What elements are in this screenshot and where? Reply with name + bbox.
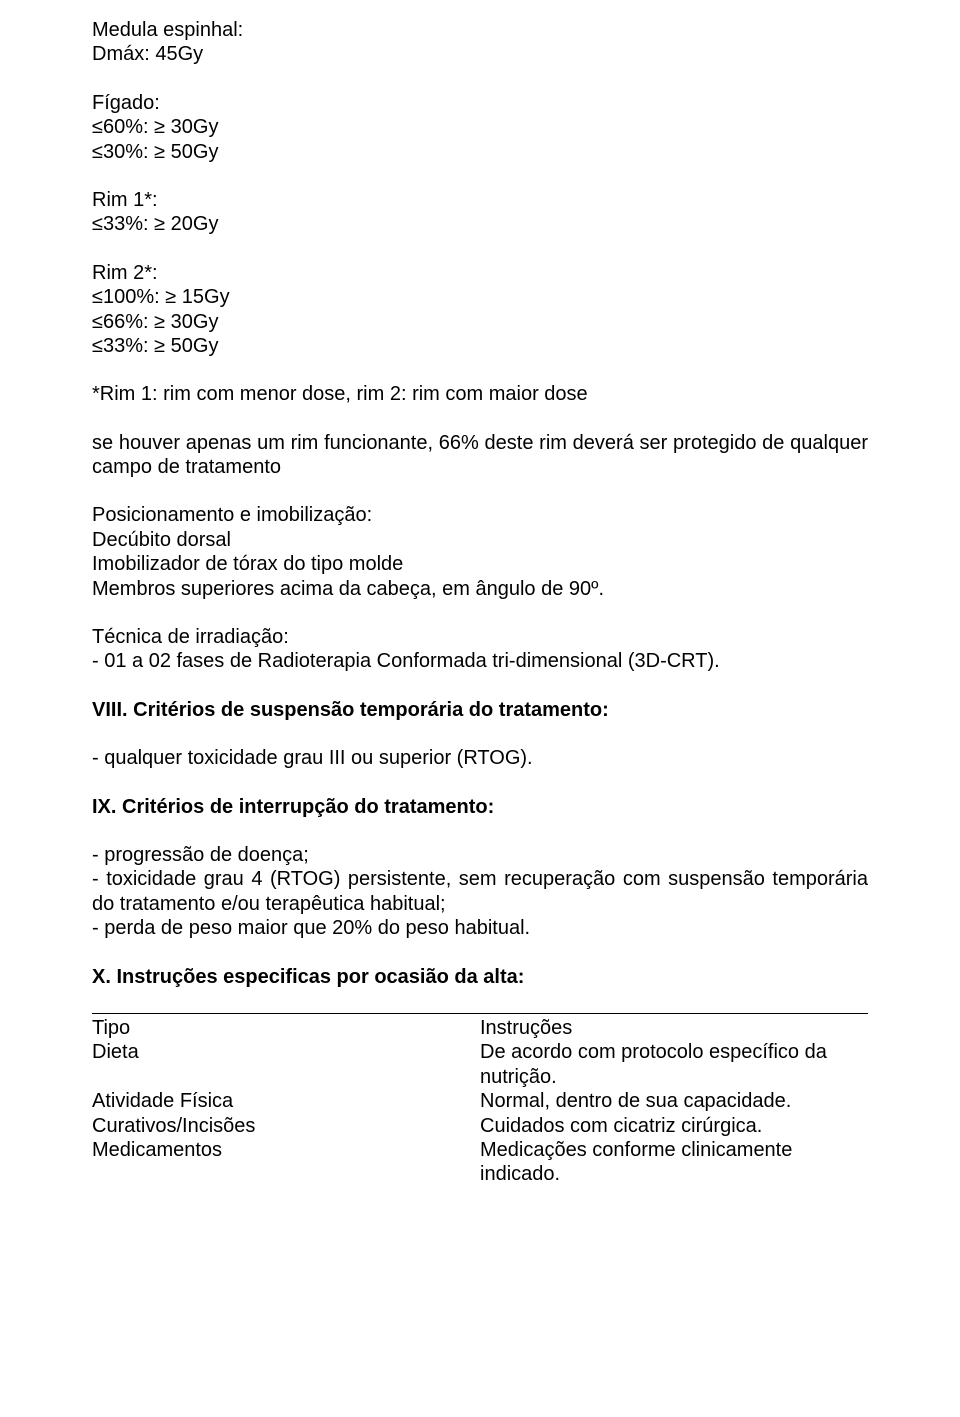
table-top-rule	[92, 1013, 868, 1014]
rim2-title: Rim 2*:	[92, 261, 868, 285]
rim-note: *Rim 1: rim com menor dose, rim 2: rim c…	[92, 382, 868, 406]
rim2-line3: ≤33%: ≥ 50Gy	[92, 334, 868, 358]
sec9-body: - progressão de doença; - toxicidade gra…	[92, 843, 868, 941]
table-header-tipo: Tipo	[92, 1016, 480, 1040]
tecnica-l1: - 01 a 02 fases de Radioterapia Conforma…	[92, 649, 868, 673]
figado-line2: ≤30%: ≥ 50Gy	[92, 140, 868, 164]
section-rim1: Rim 1*: ≤33%: ≥ 20Gy	[92, 188, 868, 237]
sec9-l2: - toxicidade grau 4 (RTOG) persistente, …	[92, 867, 868, 916]
rim2-line1: ≤100%: ≥ 15Gy	[92, 285, 868, 309]
heading-ix: IX. Critérios de interrupção do tratamen…	[92, 795, 868, 819]
rim1-line1: ≤33%: ≥ 20Gy	[92, 212, 868, 236]
table-cell-left: Atividade Física	[92, 1089, 480, 1113]
table-cell-right: Cuidados com cicatriz cirúrgica.	[480, 1114, 868, 1138]
table-row: Atividade Física Normal, dentro de sua c…	[92, 1089, 868, 1113]
section-posicionamento: Posicionamento e imobilização: Decúbito …	[92, 503, 868, 601]
table-header-instrucoes: Instruções	[480, 1016, 868, 1040]
rim-func-note: se houver apenas um rim funcionante, 66%…	[92, 431, 868, 480]
rim2-line2: ≤66%: ≥ 30Gy	[92, 310, 868, 334]
sec9-l3: - perda de peso maior que 20% do peso ha…	[92, 916, 868, 940]
posic-l1: Decúbito dorsal	[92, 528, 868, 552]
section-tecnica: Técnica de irradiação: - 01 a 02 fases d…	[92, 625, 868, 674]
table-cell-right: De acordo com protocolo específico da nu…	[480, 1040, 868, 1089]
table-cell-left: Curativos/Incisões	[92, 1114, 480, 1138]
posic-l2: Imobilizador de tórax do tipo molde	[92, 552, 868, 576]
posic-l3: Membros superiores acima da cabeça, em â…	[92, 577, 868, 601]
table-row: Dieta De acordo com protocolo específico…	[92, 1040, 868, 1089]
table-cell-left: Dieta	[92, 1040, 480, 1089]
table-cell-right: Normal, dentro de sua capacidade.	[480, 1089, 868, 1113]
section-figado: Fígado: ≤60%: ≥ 30Gy ≤30%: ≥ 50Gy	[92, 91, 868, 164]
table-cell-right: Medicações conforme clinicamente indicad…	[480, 1138, 868, 1187]
tecnica-title: Técnica de irradiação:	[92, 625, 868, 649]
medula-line1: Dmáx: 45Gy	[92, 42, 868, 66]
heading-viii: VIII. Critérios de suspensão temporária …	[92, 698, 868, 722]
sec9-l1: - progressão de doença;	[92, 843, 868, 867]
figado-title: Fígado:	[92, 91, 868, 115]
section-rim2: Rim 2*: ≤100%: ≥ 15Gy ≤66%: ≥ 30Gy ≤33%:…	[92, 261, 868, 359]
table-row: Curativos/Incisões Cuidados com cicatriz…	[92, 1114, 868, 1138]
medula-title: Medula espinhal:	[92, 18, 868, 42]
table-row: Medicamentos Medicações conforme clinica…	[92, 1138, 868, 1187]
section-medula: Medula espinhal: Dmáx: 45Gy	[92, 18, 868, 67]
table-header-row: Tipo Instruções	[92, 1016, 868, 1040]
figado-line1: ≤60%: ≥ 30Gy	[92, 115, 868, 139]
table-cell-left: Medicamentos	[92, 1138, 480, 1187]
instructions-table: Tipo Instruções Dieta De acordo com prot…	[92, 1016, 868, 1187]
rim1-title: Rim 1*:	[92, 188, 868, 212]
posic-title: Posicionamento e imobilização:	[92, 503, 868, 527]
heading-x: X. Instruções especificas por ocasião da…	[92, 965, 868, 989]
sec8-l1: - qualquer toxicidade grau III ou superi…	[92, 746, 868, 770]
